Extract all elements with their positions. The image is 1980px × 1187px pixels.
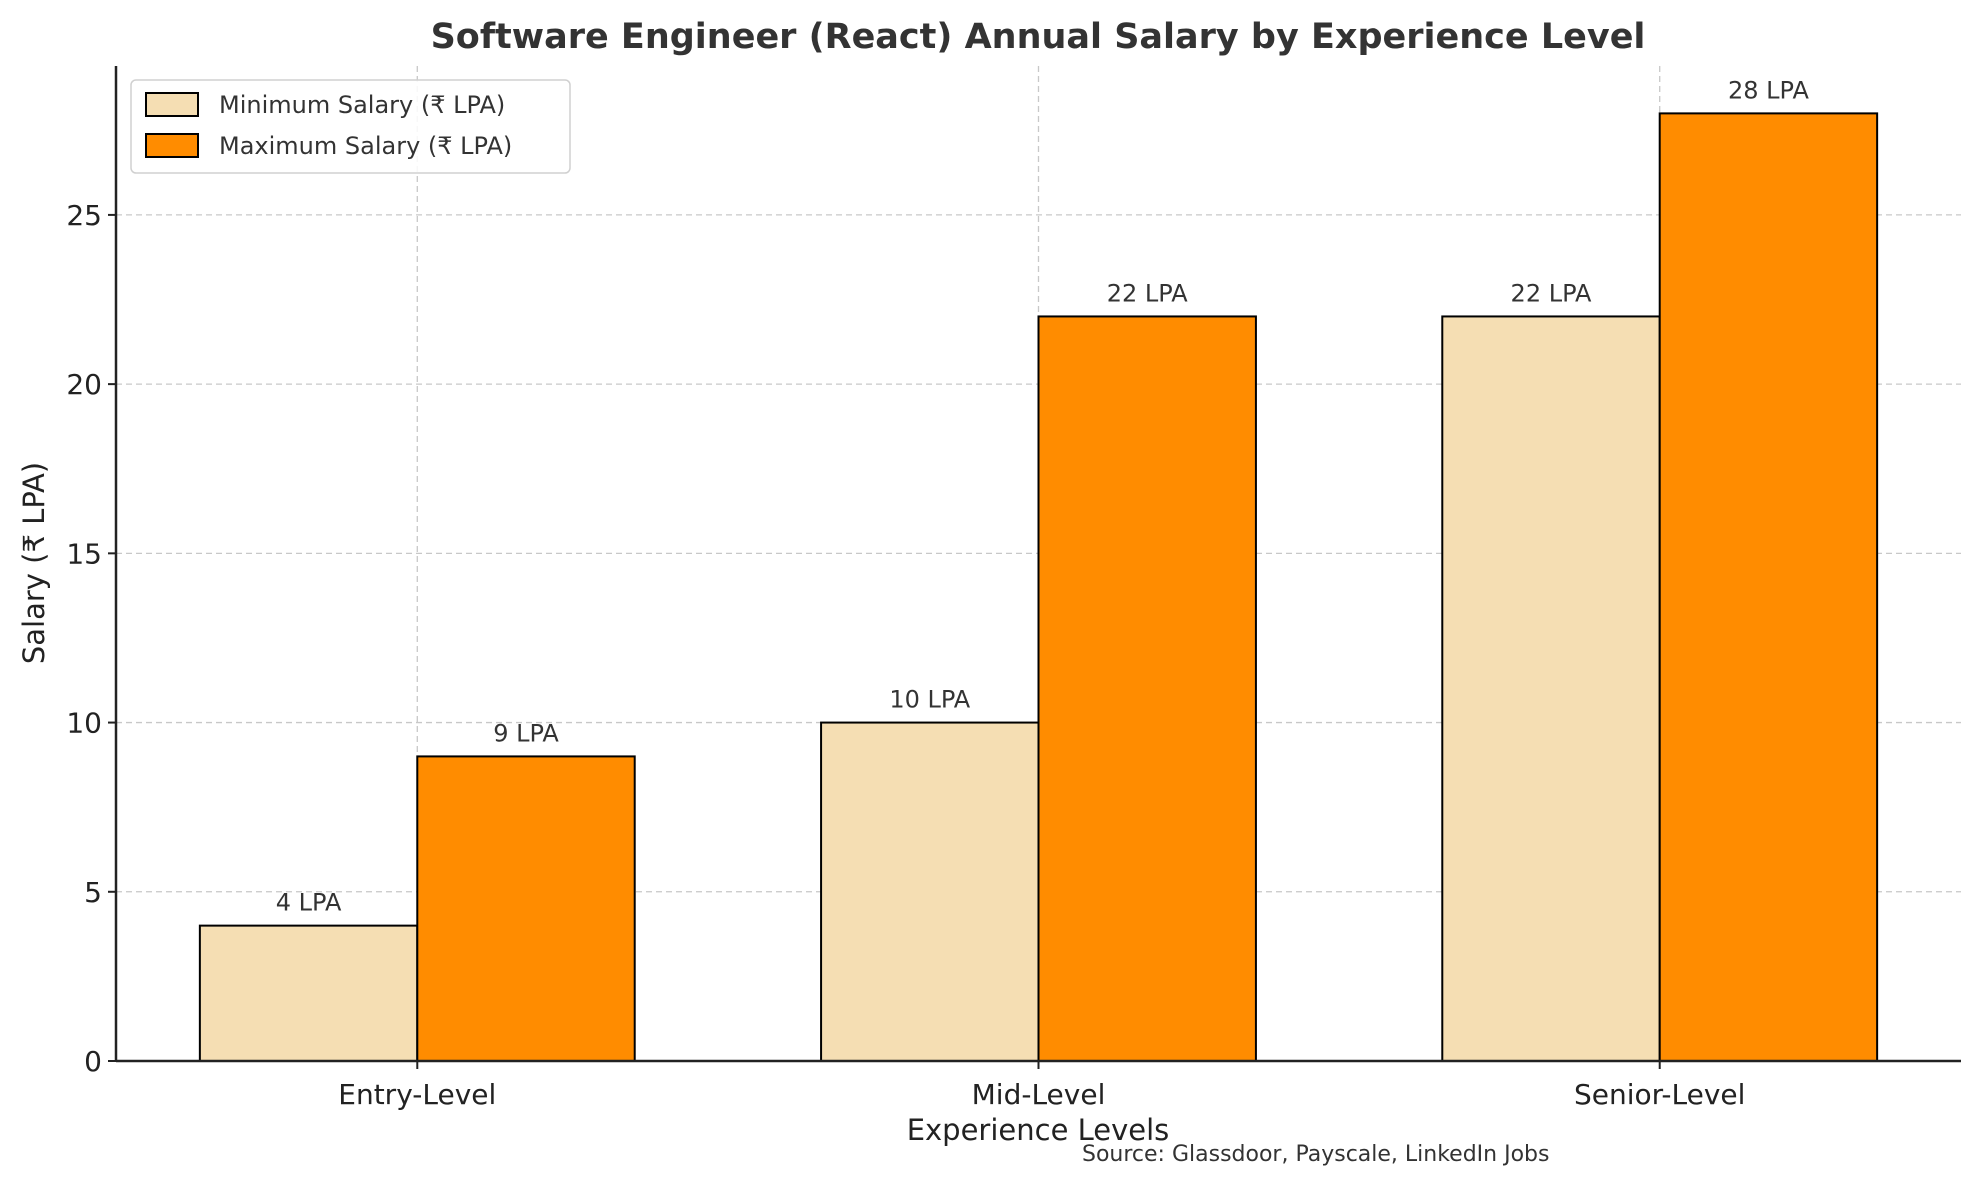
data-label: 4 LPA bbox=[276, 889, 342, 917]
y-tick-label: 15 bbox=[66, 537, 102, 570]
source-annotation: Source: Glassdoor, Payscale, LinkedIn Jo… bbox=[1082, 1142, 1549, 1167]
data-label: 22 LPA bbox=[1511, 279, 1592, 307]
legend-label-max: Maximum Salary (₹ LPA) bbox=[219, 132, 512, 160]
legend-swatch-max bbox=[145, 133, 199, 158]
legend-swatch-min bbox=[145, 92, 199, 117]
y-tick-label: 25 bbox=[66, 199, 102, 232]
bar-max-entry-level bbox=[416, 755, 636, 1062]
data-label: 22 LPA bbox=[1107, 279, 1188, 307]
y-tick-label: 0 bbox=[84, 1045, 102, 1078]
data-label: 28 LPA bbox=[1728, 76, 1809, 104]
y-tick-label: 10 bbox=[66, 707, 102, 740]
chart-title: Software Engineer (React) Annual Salary … bbox=[431, 17, 1646, 57]
bars bbox=[198, 112, 1879, 1062]
x-axis-label: Experience Levels bbox=[907, 1113, 1170, 1147]
axes: 0 5 10 15 20 25 Entry-Level Mid-Level Senior-Lev… bbox=[66, 66, 1961, 1111]
data-labels: 4 LPA 10 LPA 22 LPA 9 LPA 22 LPA 28 LPA bbox=[276, 76, 1810, 916]
y-axis-label: Salary (₹ LPA) bbox=[17, 462, 51, 664]
x-tick-label: Entry-Level bbox=[338, 1078, 496, 1111]
bar-min-senior-level bbox=[1441, 315, 1661, 1062]
legend-label-min: Minimum Salary (₹ LPA) bbox=[219, 91, 505, 119]
x-tick-label: Mid-Level bbox=[972, 1078, 1106, 1111]
bar-min-entry-level bbox=[198, 924, 419, 1062]
data-label: 9 LPA bbox=[493, 719, 559, 747]
bar-max-mid-level bbox=[1037, 315, 1257, 1062]
y-tick-label: 20 bbox=[66, 368, 102, 401]
legend-frame bbox=[130, 79, 571, 174]
bar-max-senior-level bbox=[1658, 112, 1879, 1062]
data-label: 10 LPA bbox=[889, 686, 970, 714]
legend: Minimum Salary (₹ LPA) Maximum Salary (₹… bbox=[130, 79, 571, 174]
bar-min-mid-level bbox=[820, 721, 1040, 1062]
x-tick-label: Senior-Level bbox=[1574, 1078, 1745, 1111]
y-tick-label: 5 bbox=[84, 876, 102, 909]
